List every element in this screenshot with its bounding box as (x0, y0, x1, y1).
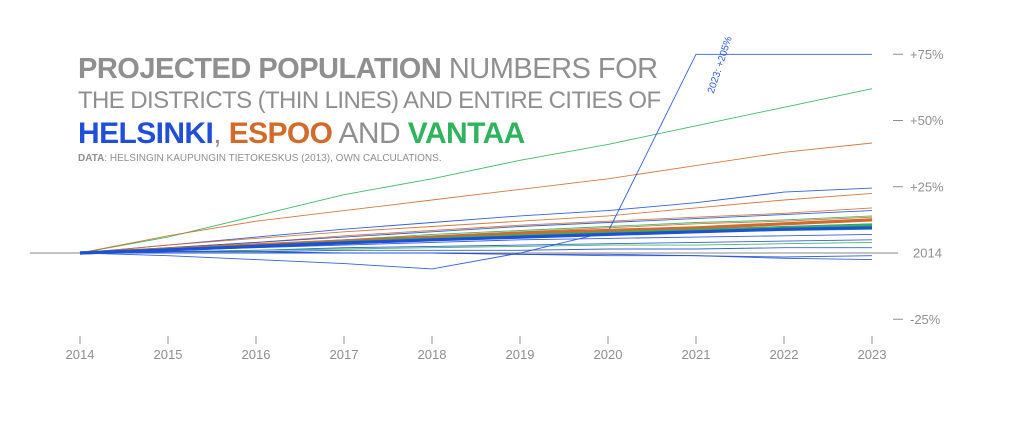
title-bold: PROJECTED POPULATION (78, 53, 442, 85)
y-tick-label: 2014 (913, 246, 942, 261)
title-sep-1: , (213, 117, 229, 150)
x-tick-label: 2016 (242, 347, 271, 362)
x-tick-label: 2021 (682, 347, 711, 362)
annotation-offscale: 2023: +205% (706, 35, 735, 95)
district-line-helsinki (79, 251, 873, 261)
title-line-1: PROJECTED POPULATION NUMBERS FOR (78, 52, 658, 86)
city-espoo: ESPOO (228, 117, 333, 150)
x-tick-label: 2015 (154, 347, 183, 362)
x-tick-label: 2023 (858, 347, 887, 362)
city-line-helsinki (79, 226, 873, 255)
x-tick-label: 2014 (66, 347, 95, 362)
city-vantaa: VANTAA (407, 117, 526, 150)
title-line-2: THE DISTRICTS (THIN LINES) AND ENTIRE CI… (78, 87, 661, 114)
title-sep-2: AND (332, 117, 408, 150)
y-tick-label: +50% (910, 113, 944, 128)
x-tick-label: 2020 (594, 347, 623, 362)
district-line-espoo (79, 142, 873, 254)
x-tick-label: 2019 (506, 347, 535, 362)
y-tick-label: -25% (910, 312, 941, 327)
district-line-helsinki (79, 210, 873, 254)
district-line-vantaa (79, 241, 873, 254)
x-tick-label: 2018 (418, 347, 447, 362)
source-note: DATA: HELSINGIN KAUPUNGIN TIETOKESKUS (2… (78, 152, 638, 166)
district-line-helsinki (79, 53, 872, 270)
y-tick-label: +25% (910, 179, 944, 194)
source-label: DATA (78, 153, 105, 164)
chart-title: PROJECTED POPULATION NUMBERS FOR THE DIS… (78, 52, 661, 166)
series-layer (79, 53, 873, 270)
x-tick-label: 2022 (770, 347, 799, 362)
district-line-helsinki (79, 187, 873, 254)
title-line-3: HELSINKI, ESPOO AND VANTAA (78, 116, 638, 152)
district-line-vantaa (79, 88, 873, 254)
source-text: : HELSINGIN KAUPUNGIN TIETOKESKUS (2013)… (104, 153, 442, 164)
city-helsinki: HELSINKI (78, 117, 214, 150)
x-tick-label: 2017 (330, 347, 359, 362)
district-line-espoo (79, 192, 873, 254)
title-rest: NUMBERS FOR (441, 53, 658, 85)
y-tick-label: +75% (910, 47, 944, 62)
